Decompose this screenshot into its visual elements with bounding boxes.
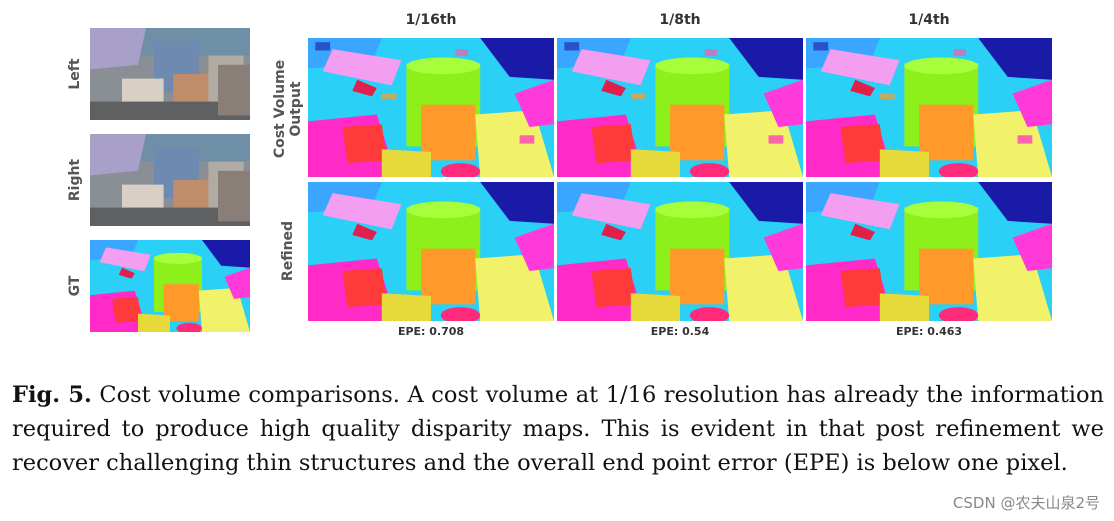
row-label-right: Right [67,158,83,202]
row-label-left: Left [67,58,83,90]
cost-volume-1-16-image [308,38,554,177]
cost-volume-1-4-image [806,38,1052,177]
column-header-1-4: 1/4th [908,12,950,28]
gt-image [90,240,250,332]
row-label-cost-volume-output: Cost Volume Output [272,59,304,159]
epe-label-1-4: EPE: 0.463 [895,325,963,338]
column-header-1-8: 1/8th [659,12,701,28]
epe-label-1-8: EPE: 0.54 [650,325,710,338]
left-image [90,28,250,120]
refined-1-16-image [308,182,554,321]
epe-label-1-16: EPE: 0.708 [397,325,465,338]
column-header-1-16: 1/16th [405,12,457,28]
row-label-refined: Refined [280,220,296,282]
figure-label: Fig. 5. [12,382,92,408]
watermark: CSDN @农夫山泉2号 [952,494,1100,512]
refined-1-4-image [806,182,1052,321]
cost-volume-1-8-image [557,38,803,177]
caption-text: Cost volume comparisons. A cost volume a… [12,382,1104,476]
right-image [90,134,250,226]
figure-caption: Fig. 5. Cost volume comparisons. A cost … [12,378,1104,480]
row-label-gt: GT [67,275,83,297]
refined-1-8-image [557,182,803,321]
